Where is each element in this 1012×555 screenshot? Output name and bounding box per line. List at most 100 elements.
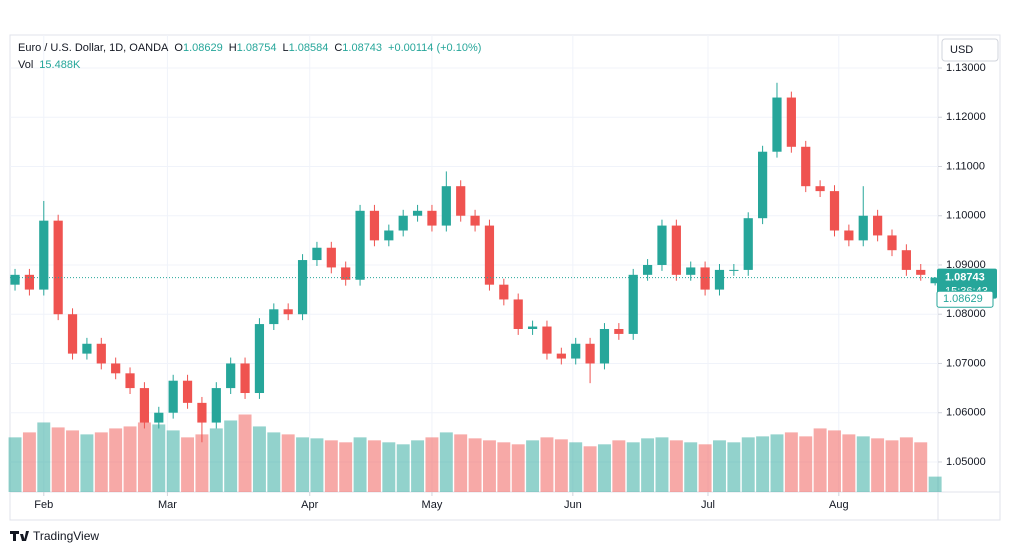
volume-bar (597, 444, 611, 492)
volume-bar (152, 424, 166, 492)
volume-bar (540, 437, 554, 492)
y-tick-label: 1.10000 (946, 210, 986, 222)
candle-body (297, 260, 308, 315)
volume-bar (842, 434, 856, 492)
volume-bar (238, 414, 252, 492)
volume-bar (37, 422, 51, 492)
volume-bar (511, 444, 525, 492)
candle-body (96, 343, 106, 364)
candle-body (269, 309, 279, 325)
volume-bar (741, 437, 755, 492)
y-tick-label: 1.11000 (946, 160, 985, 172)
candle-body (556, 353, 566, 359)
volume-bar (252, 426, 266, 492)
candles (10, 82, 940, 443)
c-value: 1.08743 (342, 42, 382, 54)
candle-body (657, 225, 667, 265)
change: +0.00114 (+0.10%) (388, 42, 481, 54)
x-tick-label: Aug (829, 499, 849, 511)
volume-bar (281, 434, 295, 492)
last-price-label: 1.08743 (945, 272, 985, 284)
prev-close-tag (936, 290, 994, 308)
y-tick-label: 1.09000 (946, 259, 986, 271)
currency[interactable]: USD (950, 44, 973, 56)
brand-logo (10, 531, 29, 541)
volume-bar (324, 440, 338, 492)
candle-body (24, 274, 35, 290)
candle-body (772, 97, 782, 152)
candle-body (743, 218, 753, 270)
grid (10, 35, 938, 492)
currency-button[interactable] (941, 38, 999, 62)
h-value: 1.08754 (237, 42, 277, 54)
volume-bar (784, 432, 798, 492)
x-tick-label: Feb (34, 499, 53, 511)
candle-body (599, 328, 610, 364)
volume-bar (727, 442, 741, 492)
volume-bar (526, 440, 540, 492)
candle-body (801, 146, 811, 187)
candle-body (369, 210, 380, 241)
y-tick-label: 1.08000 (946, 308, 986, 320)
volume-bar (224, 420, 238, 492)
volume-bar (799, 436, 813, 492)
volume-bar (899, 437, 913, 492)
volume-bar (296, 437, 310, 492)
volume-bar (8, 437, 22, 492)
brand: TradingView (33, 529, 99, 543)
volume-bar (209, 428, 223, 492)
candle-body (125, 373, 135, 389)
candle-body (39, 220, 49, 290)
candle-body (53, 220, 63, 315)
candle-body (527, 326, 538, 329)
volume-bar (123, 426, 137, 492)
candle-body (700, 267, 710, 290)
candle-body (384, 230, 394, 241)
volume-bar (669, 440, 683, 492)
volume-bar (626, 442, 640, 492)
candle-body (168, 380, 178, 413)
h-label: H (229, 42, 237, 54)
volume-bar (310, 438, 324, 492)
candle-body (930, 277, 940, 284)
volume-bar (396, 444, 410, 492)
volume-bar (813, 428, 827, 492)
volume-bar (713, 440, 726, 492)
y-tick-label: 1.07000 (946, 357, 986, 369)
candle-body (197, 402, 207, 423)
candle-body (614, 328, 624, 334)
candle-body (456, 186, 466, 216)
y-tick-label: 1.05000 (946, 456, 986, 468)
legend-volume: Vol 15.488K (18, 59, 81, 71)
candle-body (901, 250, 911, 270)
volume-bar (569, 442, 583, 492)
candle-body (844, 230, 854, 241)
volume-bar (137, 422, 151, 492)
candle-body (916, 269, 926, 275)
y-tick-label: 1.06000 (946, 407, 986, 419)
candle-body (786, 97, 796, 147)
candle-body (355, 210, 365, 280)
candle-body (154, 412, 164, 423)
volume-bar (267, 432, 281, 492)
volume-bar (51, 427, 65, 492)
candle-body (398, 215, 408, 231)
candle-body (887, 235, 897, 251)
volume-bar (22, 432, 36, 492)
candle-body (139, 388, 150, 423)
volume-bar (770, 434, 784, 492)
candle-body (484, 225, 495, 285)
candle-body (729, 269, 739, 271)
candle-body (628, 274, 638, 334)
candle-body (858, 215, 868, 241)
volume-bar (195, 434, 209, 492)
volume-bar (94, 432, 108, 492)
prev-close-label: 1.08629 (943, 293, 983, 305)
volume-bar (382, 442, 396, 492)
volume-bar (885, 440, 899, 492)
candle-body (513, 299, 523, 329)
symbol-title: Euro / U.S. Dollar, 1D, OANDA (18, 42, 169, 54)
candle-body (111, 363, 121, 374)
volume-bar (756, 436, 770, 492)
candle-body (326, 247, 336, 268)
